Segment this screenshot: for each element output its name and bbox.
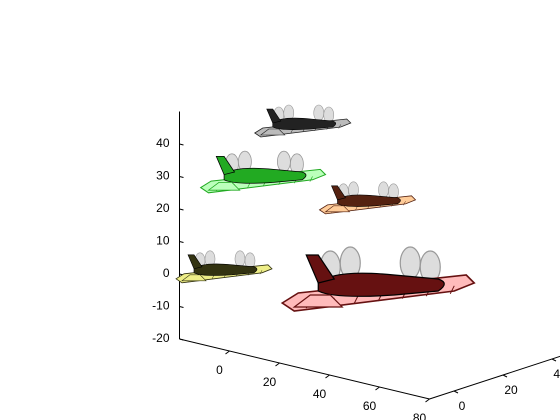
airplane-tail-plane	[292, 294, 344, 308]
airplane-tail-plane	[259, 128, 286, 136]
airplane-fuselage	[272, 117, 337, 130]
y-tick-label: 20	[504, 383, 518, 397]
chart-series	[175, 104, 476, 312]
z-tick	[179, 338, 184, 341]
airplane-fin	[266, 108, 282, 124]
airplane-marker-2	[199, 150, 327, 194]
z-tick	[179, 208, 184, 211]
z-tick-label: -10	[152, 299, 170, 313]
x-tick-label: 20	[263, 375, 277, 389]
x-tick-label: 40	[313, 387, 327, 401]
z-tick-label: 30	[156, 169, 170, 183]
x-tick	[225, 350, 230, 355]
y-tick	[551, 358, 557, 362]
x-tick-label: 60	[363, 399, 377, 413]
propeller-disc	[234, 250, 246, 268]
wing-rib	[338, 124, 341, 129]
wing-rib	[259, 270, 263, 275]
airplane-tail-plane	[324, 205, 351, 213]
propeller-disc	[378, 181, 389, 199]
y-tick-label: 40	[553, 367, 560, 381]
airplane-marker-1	[254, 104, 352, 138]
z-tick-label: 40	[156, 136, 170, 150]
z-tick-label: -20	[152, 331, 170, 345]
z-tick-label: 0	[163, 266, 170, 280]
wing-rib	[309, 176, 313, 182]
airplane-fin	[187, 254, 203, 270]
z-tick-label: 20	[156, 201, 170, 215]
z-tick-label: 10	[156, 234, 170, 248]
airplane-fuselage	[317, 272, 445, 297]
x-tick	[275, 362, 280, 367]
propeller-disc	[399, 246, 421, 280]
airplane-fuselage	[193, 263, 258, 276]
z-tick	[179, 241, 184, 243]
x-tick	[425, 398, 430, 403]
y-tick	[453, 390, 459, 394]
airplane-tail-plane	[207, 182, 241, 191]
z-tick	[179, 176, 184, 178]
airplane-marker-4	[175, 250, 273, 284]
z-tick	[179, 306, 184, 308]
airplane-marker-5	[280, 246, 476, 312]
airplane-fin	[215, 156, 236, 176]
y-tick-label: 0	[459, 399, 466, 413]
airplane-tail-plane	[181, 274, 207, 282]
x-axis-line	[179, 338, 430, 400]
wing-rib	[449, 285, 455, 295]
x-tick	[375, 386, 380, 391]
propeller-disc	[313, 104, 325, 122]
y-tick	[502, 374, 508, 378]
airplane-fuselage	[337, 194, 401, 207]
x-tick-label: 0	[216, 363, 223, 377]
x-tick	[325, 374, 330, 379]
airplane-fin	[331, 185, 346, 201]
z-tick	[179, 143, 184, 146]
airplane-marker-3	[318, 181, 417, 215]
airplane-fin	[305, 254, 336, 284]
y-axis-line	[429, 355, 560, 400]
airplane-fuselage	[223, 167, 307, 184]
x-tick-label: 80	[413, 411, 427, 420]
wing-rib	[403, 201, 406, 206]
propeller-disc	[277, 150, 291, 173]
